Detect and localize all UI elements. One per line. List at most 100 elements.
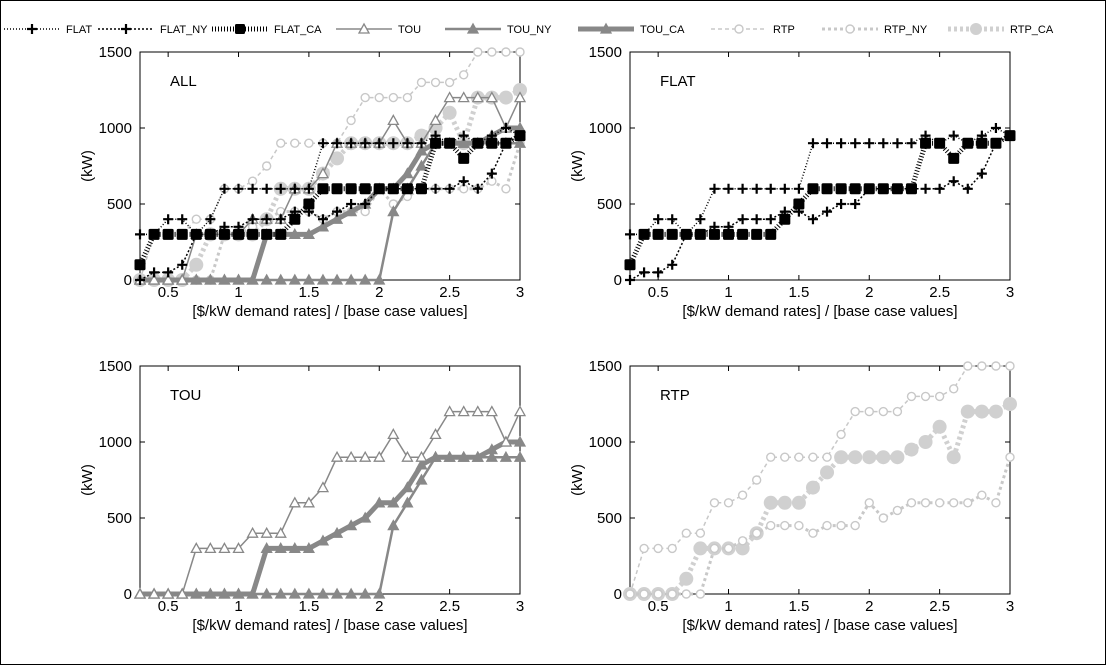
- series-line-tou-tou: [140, 410, 521, 595]
- legend-marker-rtp-ca: [970, 23, 982, 35]
- data-point-flat-ny: [163, 267, 174, 278]
- data-point-rtp-ca: [974, 404, 989, 419]
- data-point-tou-ny: [302, 587, 315, 599]
- data-point-flat-ny: [836, 199, 847, 209]
- x-tick-label-tou: 1.5: [298, 598, 319, 615]
- data-point-rtp: [878, 406, 889, 417]
- data-point-flat-ny: [205, 229, 216, 240]
- data-point-rtp-ca: [834, 450, 849, 465]
- data-point-rtp: [906, 391, 917, 402]
- chart-legend: FLAT FLAT_NY FLAT_CA TOU TOU_NY TOU_CA RTP RTP_…: [4, 22, 1054, 36]
- x-tick-label-flat: 1.5: [788, 284, 809, 301]
- data-point-flat-ny: [149, 267, 160, 278]
- plot-area-tou: [139, 365, 521, 595]
- data-point-rtp: [515, 47, 525, 57]
- data-point-flat-ny: [303, 206, 314, 217]
- data-point-rtp: [487, 47, 497, 57]
- legend-item-flat-ny: FLAT_NY: [98, 24, 208, 36]
- data-point-tou-ny: [316, 273, 330, 285]
- data-point-tou-ny: [246, 587, 259, 599]
- data-point-tou-ca: [415, 458, 428, 470]
- data-point-tou-ny: [457, 136, 470, 148]
- data-point-rtp: [430, 77, 441, 88]
- data-point-flat: [1005, 130, 1015, 141]
- data-point-rtp: [737, 490, 748, 500]
- y-axis-label-flat: (kW): [569, 150, 586, 182]
- data-point-flat: [864, 138, 875, 149]
- data-point-flat-ny: [850, 199, 861, 209]
- data-point-rtp-ca: [791, 495, 806, 510]
- data-point-flat-ny: [892, 183, 903, 194]
- y-tick-label-flat: 0: [614, 272, 622, 289]
- data-point-flat: [486, 130, 497, 141]
- data-point-rtp-ny: [878, 513, 889, 523]
- data-point-tou-ca: [373, 496, 386, 508]
- data-point-flat: [416, 138, 427, 149]
- data-point-tou: [513, 91, 527, 103]
- data-point-rtp-ny: [892, 505, 903, 516]
- data-point-flat-ny: [920, 183, 931, 194]
- legend-marker-rtp: [734, 24, 744, 34]
- data-point-tou-ny: [204, 273, 217, 285]
- data-point-rtp-ny: [991, 498, 1001, 508]
- x-axis-label-all: [$/kW demand rates] / [base case values]: [192, 303, 467, 320]
- data-point-flat-ny: [275, 214, 286, 225]
- data-point-tou-ca: [316, 534, 330, 546]
- data-point-tou-ny: [415, 473, 428, 485]
- data-point-tou: [415, 450, 428, 462]
- data-point-flat-ny: [723, 221, 734, 232]
- data-point-flat-ny: [934, 183, 945, 194]
- data-point-rtp-ca: [513, 83, 527, 97]
- data-point-flat: [681, 229, 692, 240]
- data-point-flat-ca: [233, 228, 245, 240]
- data-point-tou-ca: [345, 205, 358, 217]
- data-point-flat-ny: [948, 176, 959, 187]
- series-line-tou-ny-tou: [140, 455, 520, 596]
- y-tick-label-all: 1500: [99, 44, 132, 61]
- data-point-tou-ny: [218, 273, 231, 285]
- data-point-tou: [288, 496, 301, 508]
- data-point-flat-ca: [289, 213, 301, 225]
- data-point-flat-ny: [486, 168, 497, 179]
- y-tick-label-all: 0: [124, 272, 132, 289]
- data-point-tou: [387, 114, 400, 126]
- data-point-tou-ny: [232, 273, 245, 285]
- data-point-rtp: [822, 452, 832, 462]
- data-point-flat-ny: [737, 214, 748, 225]
- data-point-rtp-ca: [805, 480, 820, 495]
- data-point-flat-ny: [444, 183, 455, 194]
- data-point-flat-ny: [751, 214, 762, 225]
- x-tick-label-flat: 3: [1006, 284, 1014, 301]
- data-point-rtp: [346, 115, 356, 126]
- data-point-tou: [485, 405, 498, 417]
- data-point-rtp-ny: [906, 498, 917, 508]
- data-point-rtp: [459, 70, 469, 80]
- data-point-flat: [275, 183, 286, 194]
- data-point-rtp-ca: [946, 450, 961, 465]
- data-point-rtp-ny: [766, 520, 776, 531]
- data-point-rtp: [794, 452, 804, 462]
- data-point-rtp-ca: [330, 151, 345, 166]
- data-point-tou-ca: [401, 167, 414, 179]
- data-point-tou-ny: [190, 587, 203, 599]
- data-point-flat-ca: [317, 183, 329, 195]
- legend-label-rtp-ca: RTP_CA: [1010, 24, 1054, 36]
- data-point-flat-ny: [906, 183, 917, 194]
- data-point-flat-ca: [624, 259, 636, 271]
- data-point-rtp: [808, 452, 818, 462]
- series-line-rtp-ca-all: [140, 87, 522, 283]
- data-point-rtp-ca: [876, 450, 891, 465]
- data-point-tou: [316, 481, 330, 493]
- legend-item-flat: FLAT: [4, 24, 92, 36]
- data-point-flat-ca: [345, 183, 357, 195]
- data-point-flat: [515, 130, 525, 141]
- data-point-flat-ny: [416, 183, 427, 194]
- data-point-tou-ny: [401, 496, 414, 508]
- data-point-rtp: [766, 452, 776, 462]
- data-point-rtp: [864, 406, 874, 417]
- data-point-rtp-ny: [501, 184, 511, 194]
- data-point-flat-ny: [864, 183, 875, 194]
- x-tick-label-rtp: 2: [865, 598, 873, 615]
- legend-marker-tou: [357, 22, 371, 34]
